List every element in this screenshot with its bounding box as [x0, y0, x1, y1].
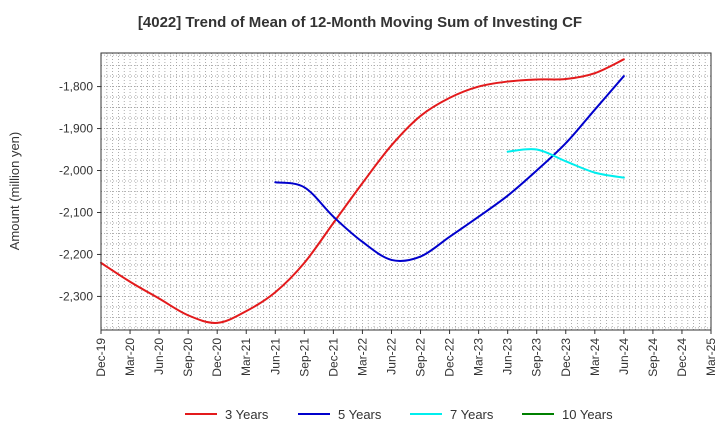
y-tick-label: -2,000 — [59, 164, 93, 178]
x-tick-label: Dec-19 — [94, 338, 108, 377]
y-axis-title: Amount (million yen) — [7, 132, 22, 251]
y-tick-label: -2,200 — [59, 247, 93, 261]
x-tick-label: Sep-23 — [530, 338, 544, 377]
x-tick-label: Mar-25 — [704, 338, 718, 376]
series-line-7-years — [506, 148, 625, 179]
y-tick-label: -2,300 — [59, 289, 93, 303]
x-tick-label: Sep-22 — [414, 338, 428, 377]
y-axis-ticks: -1,800 -1,900 -2,000 -2,100 -2,200 -2,300 — [59, 80, 101, 303]
chart-title: [4022] Trend of Mean of 12-Month Moving … — [137, 14, 583, 31]
x-tick-label: Dec-20 — [210, 338, 224, 377]
x-tick-label: Mar-22 — [355, 338, 369, 376]
x-tick-label: Jun-21 — [268, 338, 282, 375]
x-tick-label: Mar-23 — [472, 338, 486, 376]
x-tick-label: Dec-22 — [443, 338, 457, 377]
legend-label-3-years: 3 Years — [225, 407, 269, 422]
plot-background — [101, 53, 711, 330]
y-tick-label: -2,100 — [59, 205, 93, 219]
x-tick-label: Jun-20 — [152, 338, 166, 375]
x-tick-label: Jun-22 — [384, 338, 398, 375]
series-line-5-years — [274, 75, 625, 262]
y-tick-label: -1,900 — [59, 122, 93, 136]
x-tick-label: Dec-24 — [675, 338, 689, 377]
x-tick-label: Jun-24 — [617, 338, 631, 375]
series-line-3-years — [100, 58, 625, 324]
x-tick-label: Mar-20 — [123, 338, 137, 376]
x-tick-label: Dec-23 — [559, 338, 573, 377]
x-tick-label: Mar-21 — [239, 338, 253, 376]
x-tick-label: Mar-24 — [588, 338, 602, 376]
x-tick-label: Sep-20 — [181, 338, 195, 377]
x-tick-label: Sep-24 — [646, 338, 660, 377]
y-tick-label: -1,800 — [59, 80, 93, 94]
x-tick-label: Dec-21 — [326, 338, 340, 377]
x-tick-label: Sep-21 — [297, 338, 311, 377]
legend-label-7-years: 7 Years — [450, 407, 494, 422]
legend: 3 Years 5 Years 7 Years 10 Years — [185, 407, 613, 422]
plot-frame — [100, 52, 712, 331]
legend-label-10-years: 10 Years — [562, 407, 613, 422]
series-lines — [100, 58, 625, 324]
legend-label-5-years: 5 Years — [338, 407, 382, 422]
x-axis-ticks: Dec-19 Mar-20 Jun-20 Sep-20 Dec-20 Mar-21 Jun-… — [94, 330, 718, 377]
x-tick-label: Jun-23 — [501, 338, 515, 375]
